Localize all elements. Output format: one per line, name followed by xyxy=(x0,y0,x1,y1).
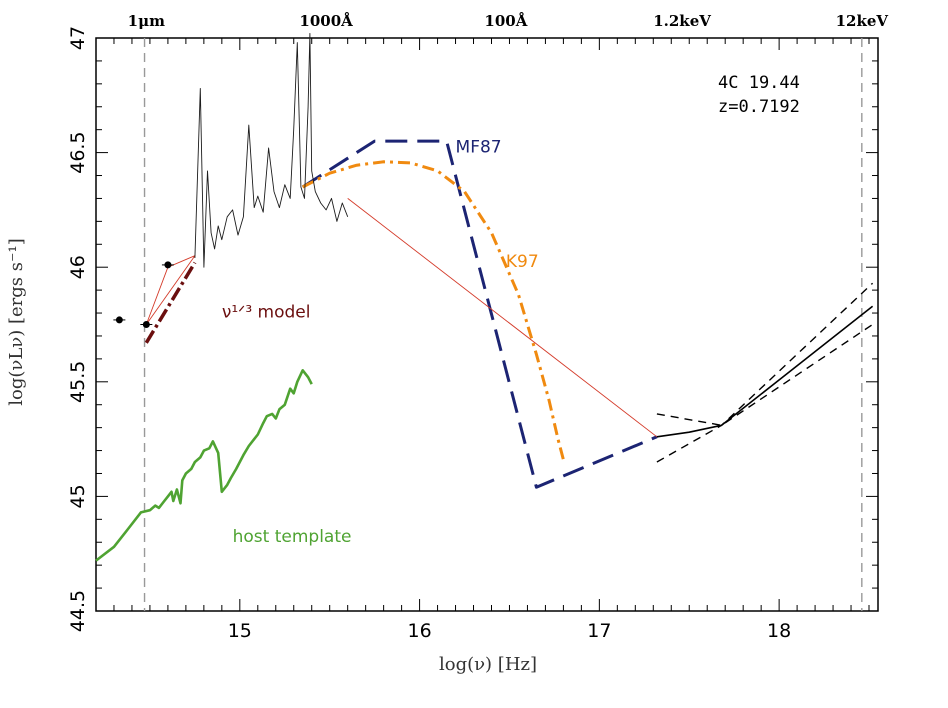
series-labels: MF87 K97 ν¹ᐟ³ model host template xyxy=(222,138,539,548)
series-label-3: host template xyxy=(233,527,352,547)
x-tick-label: 15 xyxy=(228,620,252,642)
data-points xyxy=(113,261,174,328)
series-line-6 xyxy=(656,424,722,438)
axis-ticks: 15 16 17 18 44.5 45 45.5 46 46.5 47 1μm 1000Å 100Å 1.… xyxy=(67,12,888,642)
data-point-0 xyxy=(115,316,123,324)
data-point-1 xyxy=(142,321,150,328)
series-label-0: MF87 xyxy=(456,138,502,158)
series-label-1: K97 xyxy=(506,252,539,272)
series-line-2 xyxy=(95,368,313,562)
annotation-redshift: z=0.7192 xyxy=(718,97,800,117)
top-axis-label-1: 1000Å xyxy=(299,12,353,30)
top-axis-label-0: 1μm xyxy=(128,12,165,30)
x-tick-label: 18 xyxy=(767,620,791,642)
series-line-4 xyxy=(347,198,658,438)
y-tick-label: 46.5 xyxy=(67,131,89,173)
series-line-9 xyxy=(656,323,873,426)
series-line-0 xyxy=(301,139,658,489)
y-tick-label: 46 xyxy=(67,255,89,279)
y-axis-title: log(νLν) [ergs s⁻¹] xyxy=(6,238,27,405)
top-axis-label-4: 12keV xyxy=(836,12,889,30)
top-axis-label-2: 100Å xyxy=(484,12,527,30)
y-tick-label: 47 xyxy=(67,26,89,50)
x-tick-label: 17 xyxy=(587,620,611,642)
data-point-2 xyxy=(164,261,172,269)
x-axis-title: log(ν) [Hz] xyxy=(439,654,537,675)
y-tick-label: 44.5 xyxy=(67,590,89,632)
series-line-10 xyxy=(194,32,349,268)
series-line-7 xyxy=(721,305,874,426)
annotation-object: 4C 19.44 xyxy=(718,73,800,93)
x-tick-label: 16 xyxy=(407,620,431,642)
series-line-1 xyxy=(302,160,565,461)
series-layer xyxy=(95,32,874,562)
series-line-8 xyxy=(656,282,874,463)
vertical-markers xyxy=(143,38,863,611)
top-axis-label-3: 1.2keV xyxy=(653,12,711,30)
y-tick-label: 45 xyxy=(67,484,89,508)
series-label-2: ν¹ᐟ³ model xyxy=(222,303,311,323)
plot-frame xyxy=(95,37,879,612)
series-line-3 xyxy=(144,261,197,344)
series-line-5 xyxy=(145,255,196,325)
y-tick-label: 45.5 xyxy=(67,361,89,403)
